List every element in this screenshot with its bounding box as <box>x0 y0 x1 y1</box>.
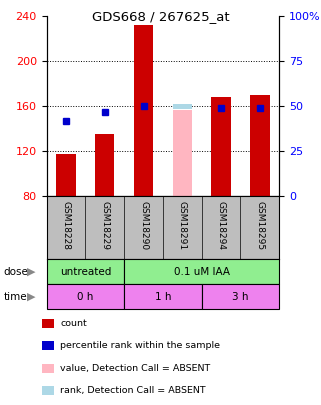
Text: GSM18291: GSM18291 <box>178 201 187 251</box>
FancyBboxPatch shape <box>202 284 279 309</box>
Text: count: count <box>60 319 87 328</box>
Bar <box>134 25 153 196</box>
Bar <box>250 95 270 196</box>
Text: dose: dose <box>3 267 28 277</box>
Text: 0.1 uM IAA: 0.1 uM IAA <box>174 267 230 277</box>
FancyBboxPatch shape <box>47 259 124 284</box>
FancyBboxPatch shape <box>124 259 279 284</box>
Text: untreated: untreated <box>60 267 111 277</box>
Text: GSM18295: GSM18295 <box>256 201 265 251</box>
Text: percentile rank within the sample: percentile rank within the sample <box>60 341 220 350</box>
Text: GSM18228: GSM18228 <box>61 201 70 250</box>
Text: value, Detection Call = ABSENT: value, Detection Call = ABSENT <box>60 364 211 373</box>
Text: GSM18294: GSM18294 <box>217 201 226 250</box>
FancyBboxPatch shape <box>124 284 202 309</box>
FancyBboxPatch shape <box>47 284 124 309</box>
Bar <box>173 110 192 196</box>
Text: 0 h: 0 h <box>77 292 93 302</box>
Text: 3 h: 3 h <box>232 292 249 302</box>
Bar <box>212 97 231 196</box>
Text: GDS668 / 267625_at: GDS668 / 267625_at <box>92 10 229 23</box>
Bar <box>95 134 114 196</box>
Text: ▶: ▶ <box>27 292 36 302</box>
Text: GSM18290: GSM18290 <box>139 201 148 251</box>
Text: time: time <box>3 292 27 302</box>
Bar <box>56 153 76 196</box>
Text: 1 h: 1 h <box>155 292 171 302</box>
Text: ▶: ▶ <box>27 267 36 277</box>
Bar <box>173 104 192 109</box>
Text: rank, Detection Call = ABSENT: rank, Detection Call = ABSENT <box>60 386 206 395</box>
Text: GSM18229: GSM18229 <box>100 201 109 250</box>
